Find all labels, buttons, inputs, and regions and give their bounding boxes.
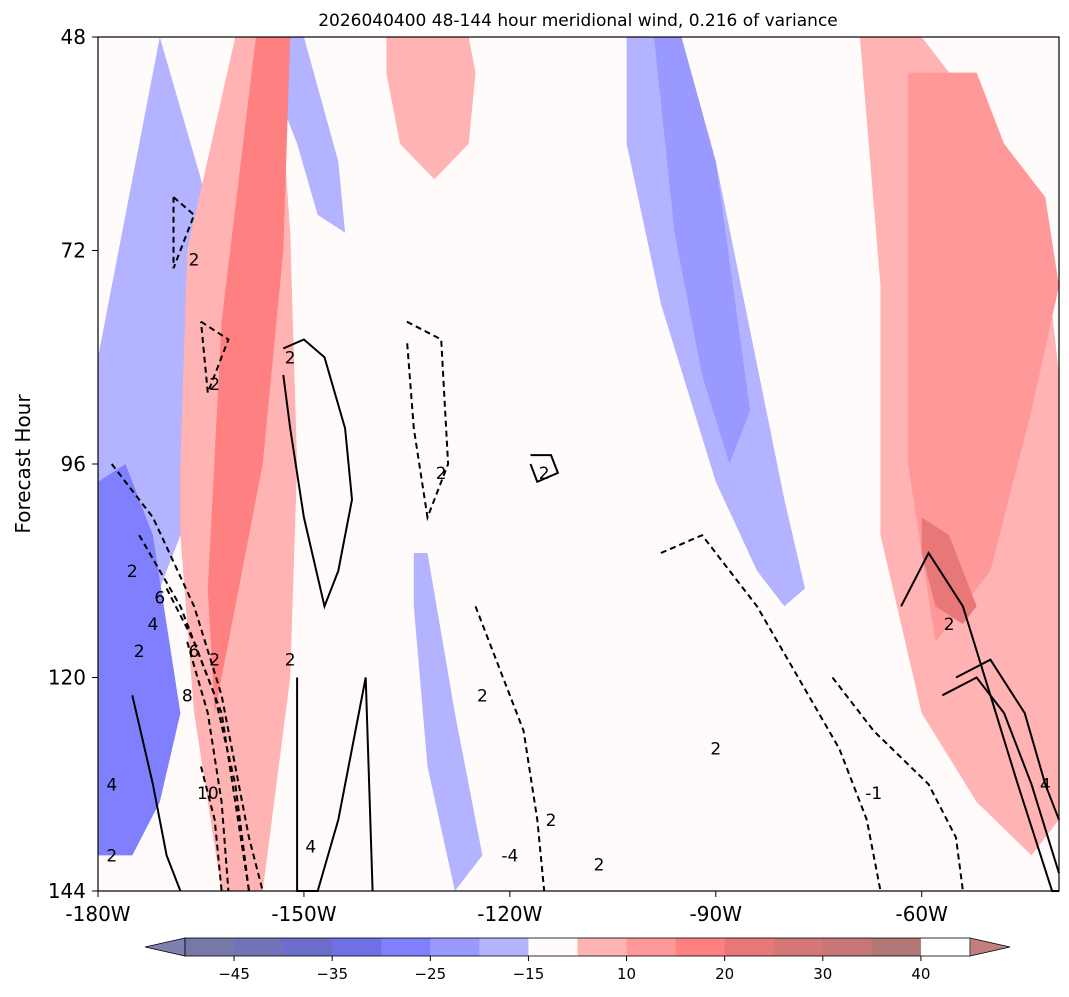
contour-label: 2 [539,464,550,484]
colorbar-tick-label: 40 [911,965,930,983]
x-tick-label: -120W [477,902,542,926]
y-tick-label: 144 [48,879,86,903]
colorbar-tick-label: 10 [617,965,636,983]
contour-line-8 [200,320,230,394]
colorbar-segment [185,938,235,956]
colorbar-tick-label: −25 [414,965,446,983]
contour-line-13 [831,676,964,892]
contour-label: 2 [944,615,955,635]
colorbar-segment [283,938,333,956]
contour-line-12 [660,533,882,892]
contour-label: 2 [710,740,721,760]
contour-label: 2 [436,464,447,484]
colorbar-segment [234,938,284,956]
y-axis: 48 72 96 120 144 [48,25,98,903]
contour-line-15 [165,588,250,892]
colorbar-frame [184,937,971,957]
contour-label: 8 [182,686,193,706]
colorbar-segment [577,938,628,956]
x-tick-label: -150W [271,902,336,926]
x-tick-label: -60W [895,902,948,926]
y-axis-label: Forecast Hour [11,394,35,534]
colorbar-segment [822,938,873,956]
colorbar-segment [724,938,775,956]
y-tick-label: 120 [48,666,86,690]
contour-label: 4 [1040,775,1051,795]
contour-line-7 [172,196,196,269]
contour-line-11 [474,605,546,892]
contour-label: 2 [285,348,296,368]
contour-lines [110,196,1060,892]
contour-line-6 [955,658,1060,821]
contour-label: 2 [189,250,200,270]
contour-label: 2 [477,686,488,706]
colorbar-segment [675,938,726,956]
contour-line-5 [131,695,182,892]
contour-line-0 [282,338,354,610]
colorbar-segment [871,938,922,956]
filled-band-positive-10 [908,72,1059,642]
filled-band-positive-8 [386,37,476,180]
colorbar-segment [626,938,677,956]
colorbar-segment [430,938,480,956]
colorbar-segment [920,938,971,956]
x-tick-label: -90W [690,902,743,926]
colorbar-tick-label: 30 [813,965,832,983]
contour-label: 6 [154,588,165,608]
contour-label: 2 [106,846,117,866]
filled-band-positive-7 [207,37,291,714]
colorbar-tick-label: −15 [513,965,545,983]
contour-label: 2 [127,562,138,582]
filled-contour-bands [98,37,1059,891]
filled-band-negative-1 [98,464,181,856]
contour-label: 4 [148,615,159,635]
contour-label: -4 [501,846,518,866]
y-tick-label: 72 [61,239,86,263]
colorbar-tick-label: −35 [316,965,348,983]
colorbar-segment [479,938,530,956]
colorbar-under-extension [144,937,186,957]
contour-label: 2 [285,651,296,671]
colorbar-segment [528,938,579,956]
colorbar-tick-label: 20 [715,965,734,983]
contour-line-9 [405,320,450,522]
x-axis: -180W -150W -120W -90W -60W [65,891,948,926]
filled-band-positive-11 [921,517,977,625]
contour-label: 4 [305,838,316,858]
contour-line-2 [529,454,560,484]
filled-band-negative-4 [654,37,751,464]
y-tick-label: 96 [61,452,86,476]
contour-label: 2 [209,375,220,395]
colorbar-segment [332,938,382,956]
y-tick-label: 48 [61,25,86,49]
contour-label: 2 [546,811,557,831]
contour-line-17 [200,766,223,892]
contour-label: 2 [594,855,605,875]
colorbar-over-extension [969,937,1011,957]
colorbar: −45 −35 −25 −15 10 20 30 40 [144,937,1011,983]
contour-label: 10 [197,784,219,804]
contour-line-14 [138,534,250,892]
colorbar-segment [381,938,431,956]
chart-title: 2026040400 48-144 hour meridional wind, … [318,11,838,31]
colorbar-segment [773,938,824,956]
contour-label: -1 [865,784,882,804]
contour-label: 2 [209,651,220,671]
contour-line-10 [110,463,264,892]
x-tick-label: -180W [65,902,130,926]
filled-band-negative-5 [413,553,483,891]
contour-line-4 [941,676,1060,874]
colorbar-tick-label: −45 [218,965,250,983]
contour-label: 4 [106,775,117,795]
contour-label: 6 [189,642,200,662]
contour-label: 2 [134,642,145,662]
